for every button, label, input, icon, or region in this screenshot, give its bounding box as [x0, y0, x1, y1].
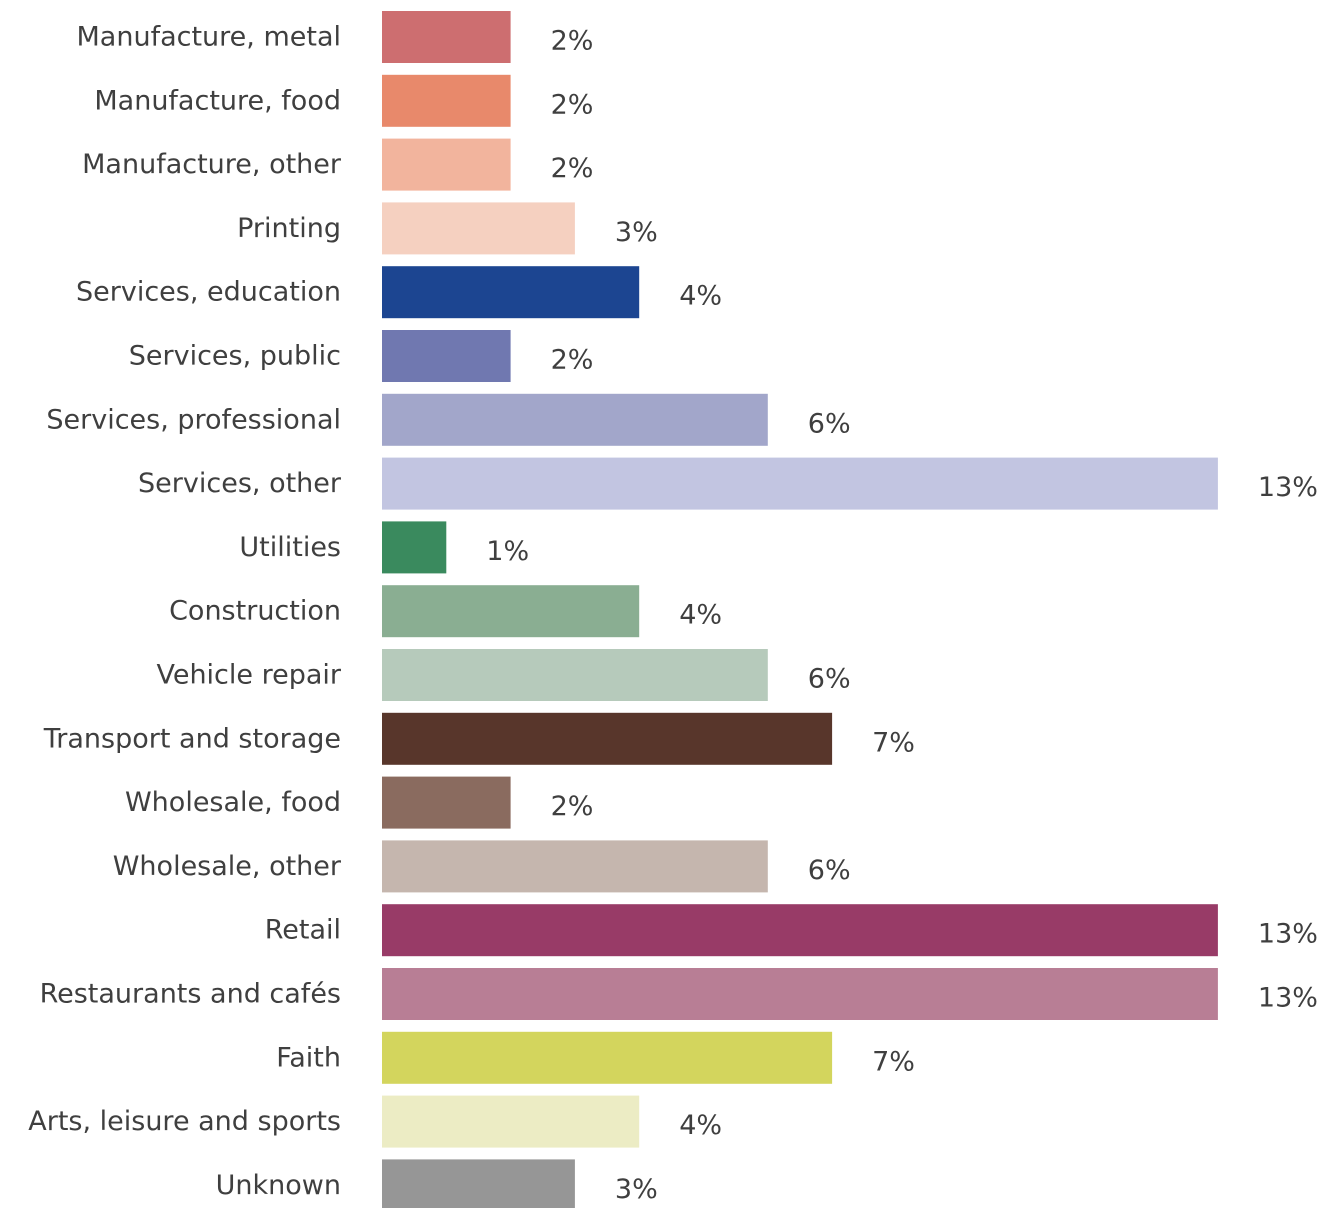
bar	[382, 393, 768, 446]
value-label: 6%	[808, 664, 851, 695]
value-label: 1%	[486, 536, 529, 567]
bar	[382, 585, 640, 638]
category-label: Services, public	[129, 341, 341, 372]
category-label: Services, education	[76, 277, 341, 308]
value-labels: 2% 2% 2% 3% 4% 2% 6% 13% 1% 4% 6% 7% 2% 6% 13% 13% 7% 4% 3…	[486, 26, 1318, 1205]
bar	[382, 138, 511, 191]
category-label: Wholesale, food	[125, 787, 341, 818]
bar	[382, 11, 511, 63]
value-label: 6%	[808, 408, 851, 439]
bar	[382, 1159, 575, 1208]
category-label: Printing	[237, 213, 341, 244]
category-label: Faith	[276, 1042, 341, 1073]
category-label: Manufacture, metal	[77, 22, 342, 53]
value-label: 3%	[615, 217, 658, 248]
category-label: Services, other	[138, 468, 342, 499]
bar	[382, 457, 1218, 510]
value-label: 2%	[551, 89, 594, 120]
value-label: 6%	[808, 855, 851, 886]
bar	[382, 521, 447, 574]
bar	[382, 840, 768, 893]
value-label: 2%	[551, 791, 594, 822]
category-label: Restaurants and cafés	[40, 979, 341, 1010]
value-label: 4%	[679, 1110, 722, 1141]
bars	[382, 11, 1218, 1208]
category-labels: Manufacture, metal Manufacture, food Manuf…	[28, 22, 342, 1201]
category-label: Retail	[265, 915, 341, 946]
value-label: 7%	[872, 727, 915, 758]
bar	[382, 266, 640, 319]
bar	[382, 202, 575, 255]
value-label: 4%	[679, 281, 722, 312]
category-label: Services, professional	[46, 404, 341, 435]
category-label: Utilities	[239, 532, 341, 563]
category-label: Wholesale, other	[113, 851, 342, 882]
category-label: Transport and storage	[43, 723, 341, 754]
category-label: Vehicle repair	[156, 660, 341, 691]
bar	[382, 904, 1218, 957]
value-label: 2%	[551, 153, 594, 184]
bar	[382, 776, 511, 829]
value-label: 7%	[872, 1046, 915, 1077]
value-label: 13%	[1258, 919, 1318, 950]
category-label: Manufacture, other	[82, 149, 342, 180]
bar	[382, 712, 833, 765]
bar	[382, 74, 511, 127]
bar	[382, 649, 768, 701]
value-label: 4%	[679, 600, 722, 631]
category-label: Construction	[169, 596, 341, 627]
bar	[382, 968, 1218, 1020]
value-label: 2%	[551, 26, 594, 57]
category-label: Arts, leisure and sports	[28, 1106, 341, 1137]
bar	[382, 1031, 833, 1084]
value-label: 13%	[1258, 983, 1318, 1014]
category-label: Unknown	[216, 1170, 341, 1201]
value-label: 13%	[1258, 472, 1318, 503]
category-label: Manufacture, food	[94, 85, 341, 116]
value-label: 3%	[615, 1174, 658, 1205]
bar	[382, 1095, 640, 1148]
value-label: 2%	[551, 345, 594, 376]
bar	[382, 330, 511, 382]
